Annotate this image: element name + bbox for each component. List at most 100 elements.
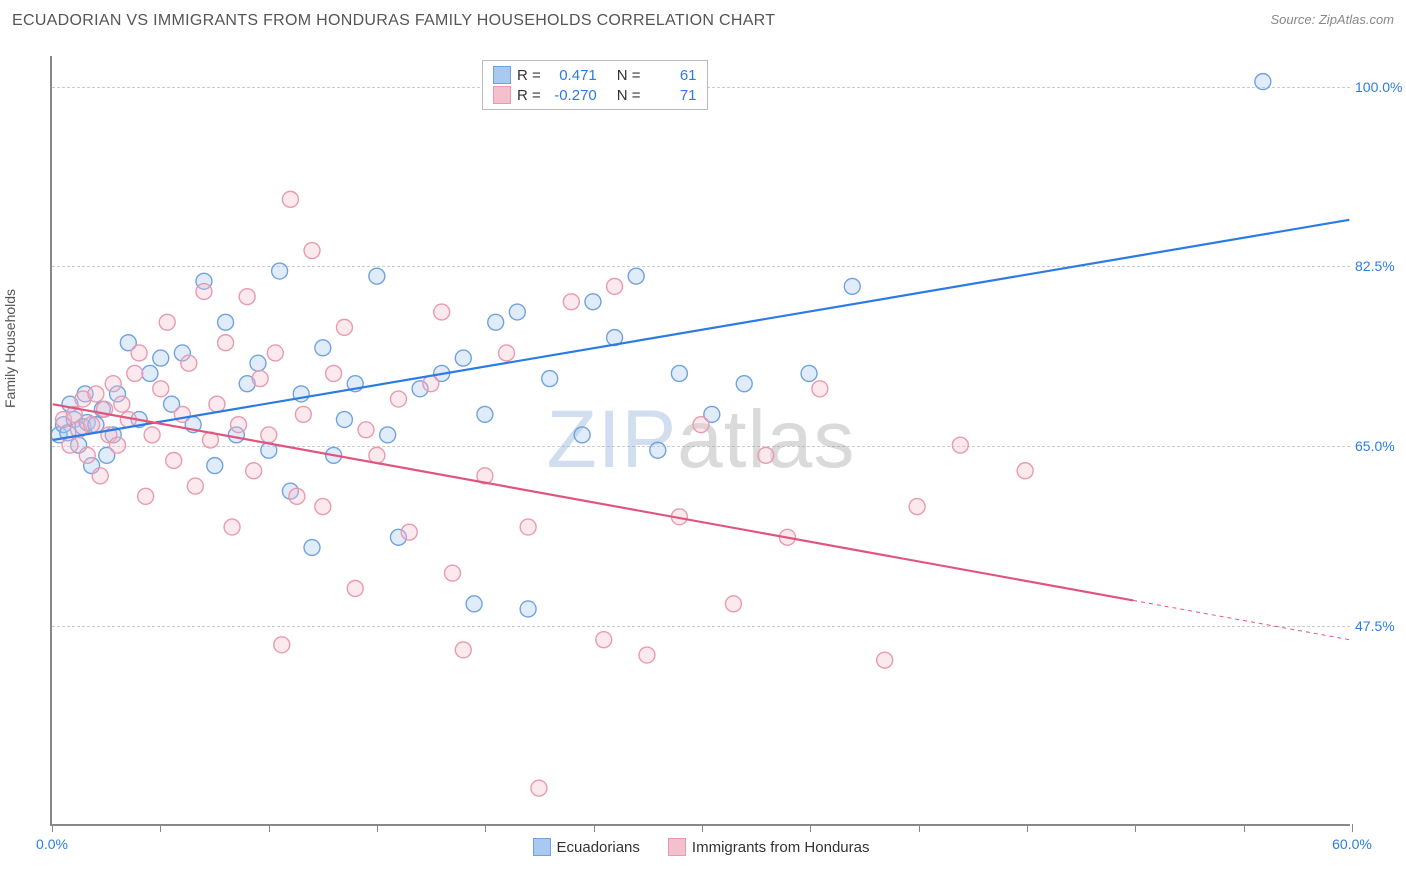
- legend-r-label-0: R =: [517, 67, 541, 84]
- scatter-point: [246, 463, 262, 479]
- legend-bottom-item-0: Ecuadorians: [533, 838, 640, 856]
- scatter-point: [877, 652, 893, 668]
- legend-bottom-label-1: Immigrants from Honduras: [692, 839, 870, 856]
- scatter-point: [131, 345, 147, 361]
- scatter-point: [499, 345, 515, 361]
- legend-bottom-swatch-0: [533, 838, 551, 856]
- legend-stats-row-1: R = -0.270 N = 71: [493, 85, 697, 105]
- scatter-point: [477, 406, 493, 422]
- scatter-point: [952, 437, 968, 453]
- scatter-point: [142, 365, 158, 381]
- scatter-point: [445, 565, 461, 581]
- scatter-point: [509, 304, 525, 320]
- scatter-point: [304, 243, 320, 259]
- scatter-point: [607, 278, 623, 294]
- legend-n-value-0: 61: [647, 67, 697, 84]
- scatter-point: [639, 647, 655, 663]
- x-tick: [1027, 824, 1028, 832]
- x-tick: [160, 824, 161, 832]
- scatter-point: [207, 458, 223, 474]
- scatter-point: [455, 642, 471, 658]
- legend-swatch-1: [493, 86, 511, 104]
- scatter-point: [84, 417, 100, 433]
- legend-bottom-swatch-1: [668, 838, 686, 856]
- scatter-point: [252, 371, 268, 387]
- scatter-point: [671, 365, 687, 381]
- scatter-point: [801, 365, 817, 381]
- scatter-point: [531, 780, 547, 796]
- y-axis-label: Family Households: [2, 289, 18, 408]
- scatter-point: [153, 350, 169, 366]
- scatter-point: [336, 319, 352, 335]
- scatter-point: [218, 314, 234, 330]
- scatter-point: [159, 314, 175, 330]
- scatter-point: [574, 427, 590, 443]
- scatter-point: [144, 427, 160, 443]
- scatter-point: [369, 268, 385, 284]
- scatter-point: [250, 355, 266, 371]
- scatter-point: [401, 524, 417, 540]
- x-tick: [52, 824, 53, 832]
- x-tick: [269, 824, 270, 832]
- scatter-point: [1017, 463, 1033, 479]
- y-tick-label: 47.5%: [1355, 618, 1406, 634]
- scatter-point: [295, 406, 311, 422]
- scatter-point: [289, 488, 305, 504]
- scatter-point: [88, 386, 104, 402]
- trend-line-dashed: [1133, 600, 1349, 639]
- scatter-point: [272, 263, 288, 279]
- x-tick: [485, 824, 486, 832]
- y-tick-label: 100.0%: [1355, 79, 1406, 95]
- scatter-point: [218, 335, 234, 351]
- scatter-point: [736, 376, 752, 392]
- scatter-point: [650, 442, 666, 458]
- scatter-point: [596, 632, 612, 648]
- y-tick-label: 82.5%: [1355, 258, 1406, 274]
- scatter-point: [390, 391, 406, 407]
- x-tick: [810, 824, 811, 832]
- scatter-point: [196, 284, 212, 300]
- scatter-point: [315, 499, 331, 515]
- scatter-point: [1255, 74, 1271, 90]
- x-tick: [919, 824, 920, 832]
- legend-n-label-1: N =: [617, 87, 641, 104]
- scatter-point: [542, 371, 558, 387]
- legend-bottom-label-0: Ecuadorians: [557, 839, 640, 856]
- scatter-point: [181, 355, 197, 371]
- legend-r-value-0: 0.471: [547, 67, 597, 84]
- x-tick-label: 60.0%: [1332, 836, 1372, 852]
- trend-line: [53, 404, 1134, 600]
- scatter-point: [209, 396, 225, 412]
- scatter-point: [326, 365, 342, 381]
- scatter-point: [110, 437, 126, 453]
- scatter-point: [231, 417, 247, 433]
- plot-area: ZIPatlas R = 0.471 N = 61 R = -0.270 N =…: [50, 56, 1350, 826]
- scatter-point: [812, 381, 828, 397]
- scatter-point: [380, 427, 396, 443]
- scatter-point: [693, 417, 709, 433]
- scatter-point: [92, 468, 108, 484]
- scatter-point: [358, 422, 374, 438]
- scatter-point: [239, 289, 255, 305]
- x-tick: [1352, 824, 1353, 832]
- x-tick: [1135, 824, 1136, 832]
- x-tick: [1244, 824, 1245, 832]
- scatter-point: [909, 499, 925, 515]
- scatter-point: [267, 345, 283, 361]
- scatter-point: [488, 314, 504, 330]
- x-tick: [702, 824, 703, 832]
- scatter-point: [127, 365, 143, 381]
- scatter-point: [79, 447, 95, 463]
- scatter-point: [347, 581, 363, 597]
- scatter-point: [336, 412, 352, 428]
- x-tick: [594, 824, 595, 832]
- scatter-point: [282, 191, 298, 207]
- scatter-point: [585, 294, 601, 310]
- scatter-point: [758, 447, 774, 463]
- scatter-point: [304, 540, 320, 556]
- legend-n-value-1: 71: [647, 87, 697, 104]
- scatter-point: [166, 453, 182, 469]
- scatter-point: [520, 601, 536, 617]
- source-label: Source: ZipAtlas.com: [1270, 12, 1394, 27]
- scatter-point: [434, 304, 450, 320]
